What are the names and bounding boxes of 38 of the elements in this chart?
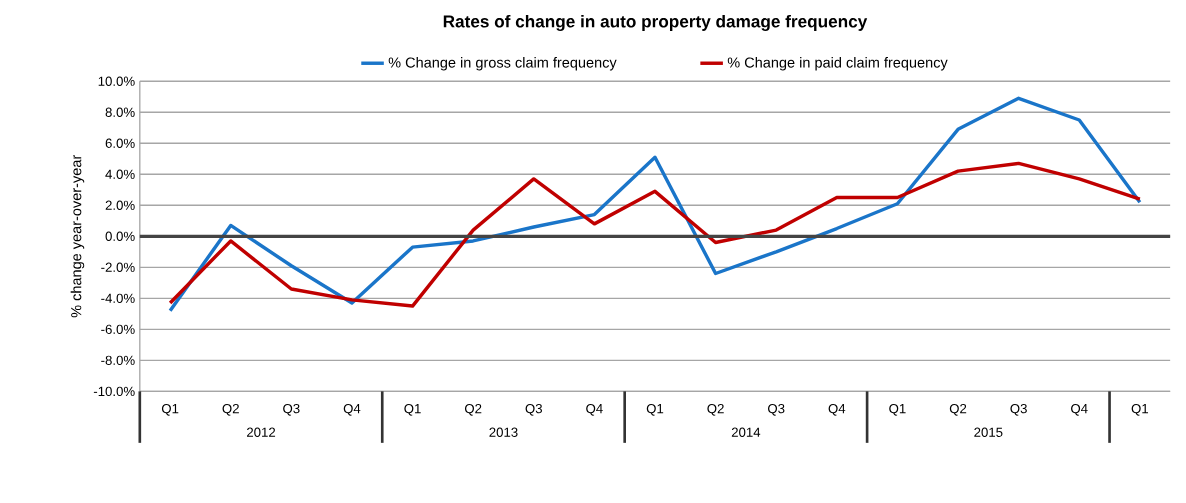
x-tick-label: Q2 (222, 403, 239, 416)
x-tick-label: Q1 (404, 403, 421, 416)
x-tick-label: Q3 (768, 403, 785, 416)
line-series (168, 96, 1142, 313)
y-axis-title: % change year-over-year (70, 154, 85, 318)
y-tick-label: 4.0% (105, 169, 135, 179)
y-tick-label: 6.0% (105, 138, 135, 148)
x-tick-label: Q4 (343, 403, 361, 416)
x-tick-label: Q2 (707, 403, 724, 416)
x-tick-label: Q3 (1010, 403, 1027, 416)
y-tick-label: -4.0% (101, 293, 135, 303)
x-tick-label: Q2 (464, 403, 482, 416)
x-tick-label: Q2 (949, 403, 967, 416)
x-tick-label: Q1 (161, 403, 179, 416)
x-tick-label: Q1 (889, 403, 906, 416)
legend-label: % Change in paid claim frequency (727, 56, 948, 71)
text: 2014 (731, 427, 761, 437)
x-tick-label: Q1 (1131, 403, 1149, 416)
y-tick-label: -10.0% (93, 386, 135, 396)
legend-label: % Change in gross claim frequency (388, 56, 617, 71)
y-tick-label: 8.0% (105, 107, 135, 117)
y-tick-label: 2.0% (105, 200, 135, 210)
x-tick-label: Q4 (586, 403, 603, 416)
x-tick-label: Q4 (1071, 403, 1088, 416)
y-tick-label: -6.0% (101, 324, 135, 334)
text: 2015 (974, 427, 1003, 437)
x-tick-label: Q3 (525, 403, 543, 416)
chart-title: Rates of change in auto property damage frequency (443, 14, 868, 31)
y-tick-label: 0.0% (105, 231, 135, 241)
text: 2012 (247, 427, 276, 437)
line-series (168, 161, 1142, 308)
x-tick-label: Q4 (828, 403, 846, 416)
y-tick-label: 10.0% (98, 76, 135, 86)
x-tick-label: Q1 (646, 403, 664, 416)
text: 2013 (489, 427, 518, 437)
y-tick-label: -8.0% (101, 355, 135, 365)
x-tick-label: Q3 (283, 403, 300, 416)
y-tick-label: -2.0% (101, 262, 135, 272)
